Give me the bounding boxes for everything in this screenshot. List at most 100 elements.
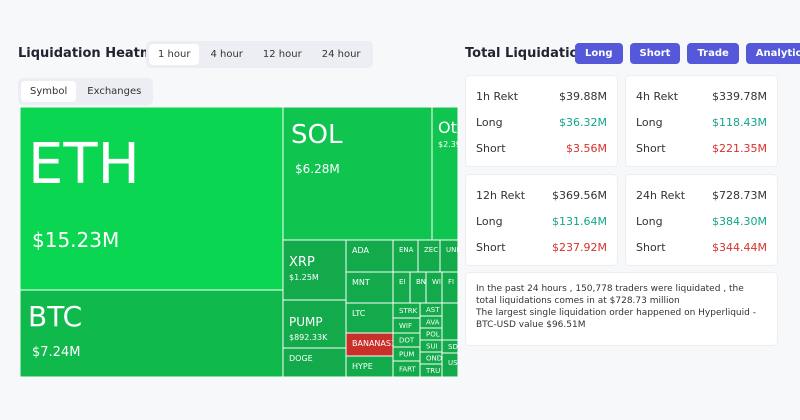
- tile-bg: [420, 328, 442, 340]
- tile[interactable]: AST: [420, 303, 442, 316]
- row-label: Long: [636, 215, 663, 228]
- tile[interactable]: US: [442, 353, 458, 377]
- tile[interactable]: TRU: [420, 364, 442, 377]
- tile-bg: [442, 353, 458, 377]
- card-row: 1h Rekt $39.88M: [476, 90, 607, 103]
- row-value: $369.56M: [552, 189, 607, 202]
- row-label: 12h Rekt: [476, 189, 526, 202]
- tile[interactable]: XRP $1.25M: [283, 240, 346, 300]
- tile-symbol: DOGE: [289, 354, 313, 363]
- tile[interactable]: BTC $7.24M: [20, 290, 283, 377]
- tile-bg: [410, 272, 426, 303]
- row-value: $131.64M: [552, 215, 607, 228]
- tile[interactable]: STRK: [393, 303, 420, 318]
- row-value: $384.30M: [712, 215, 767, 228]
- tile-symbol: OND: [426, 355, 442, 363]
- tile-symbol: US: [448, 359, 458, 367]
- tile[interactable]: ADA: [346, 240, 393, 272]
- tile[interactable]: ENA: [393, 240, 418, 272]
- tile[interactable]: UNI: [440, 240, 458, 272]
- view-tab[interactable]: Exchanges: [87, 86, 142, 97]
- tile[interactable]: LTC: [346, 303, 393, 333]
- row-label: 4h Rekt: [636, 90, 679, 103]
- row-label: Short: [476, 142, 506, 155]
- tile[interactable]: AVA: [420, 316, 442, 328]
- tile-symbol: TRU: [425, 367, 440, 375]
- tile[interactable]: HYPE: [346, 356, 393, 377]
- tile[interactable]: BANANAS3: [346, 333, 396, 356]
- tile[interactable]: OND: [420, 352, 442, 364]
- tile[interactable]: ZEC: [418, 240, 440, 272]
- tile[interactable]: SUI: [420, 340, 442, 352]
- tile-symbol: EI: [399, 278, 406, 286]
- time-tab[interactable]: 12 hour: [262, 49, 302, 60]
- tile[interactable]: SOL $6.28M: [283, 107, 432, 240]
- row-label: Short: [636, 142, 666, 155]
- tile-symbol: SUI: [426, 343, 438, 351]
- tile-bg: [393, 303, 420, 318]
- action-button[interactable]: Short: [629, 43, 681, 64]
- tile[interactable]: EI: [393, 272, 410, 303]
- tile-bg: [346, 356, 393, 377]
- tile[interactable]: POL: [420, 328, 442, 340]
- totals-title: Total Liquidations: [465, 46, 596, 61]
- tile-amount: $15.23M: [32, 228, 119, 252]
- action-button[interactable]: Analytics: [745, 43, 800, 64]
- tile[interactable]: PUMP $892.33K: [283, 300, 346, 348]
- row-value: $36.32M: [559, 116, 607, 129]
- tile-symbol: SOL: [291, 120, 343, 150]
- tile[interactable]: FART: [393, 361, 420, 377]
- treemap: ETH $15.23M BTC $7.24M SOL $6.28M Ot $2.39 XRP $1…: [20, 107, 458, 377]
- tile-bg: [420, 340, 442, 352]
- tile-symbol: ADA: [352, 246, 369, 255]
- row-value: $728.73M: [712, 189, 767, 202]
- tile[interactable]: WIF: [393, 318, 420, 333]
- summary-line: The largest single liquidation order hap…: [476, 308, 756, 330]
- tile[interactable]: SD: [442, 340, 458, 353]
- tile-symbol: AST: [426, 306, 440, 314]
- action-button[interactable]: Long: [575, 43, 623, 64]
- tile-bg: [420, 303, 442, 316]
- time-tab[interactable]: 1 hour: [149, 44, 200, 65]
- tile-amount: $1.25M: [289, 273, 319, 282]
- time-tab[interactable]: 24 hour: [321, 49, 361, 60]
- tile-bg: [426, 272, 442, 303]
- row-value: $39.88M: [559, 90, 607, 103]
- card-row: Long $36.32M: [476, 116, 607, 129]
- view-tab[interactable]: Symbol: [21, 81, 77, 102]
- tile[interactable]: WI: [426, 272, 442, 303]
- rekt-card: 12h Rekt $369.56M Long $131.64M Short $237.92…: [466, 175, 617, 265]
- card-row: Short $3.56M: [476, 142, 607, 155]
- tile-bg: [442, 340, 458, 353]
- tile[interactable]: BN: [410, 272, 426, 303]
- tile[interactable]: ETH $15.23M: [20, 107, 283, 290]
- row-value: $237.92M: [552, 241, 607, 254]
- tile-symbol: XRP: [289, 255, 315, 270]
- card-row: 12h Rekt $369.56M: [476, 189, 607, 202]
- tile: [441, 302, 458, 341]
- tile[interactable]: DOGE: [283, 348, 346, 377]
- tile-bg: [393, 272, 410, 303]
- tile[interactable]: MNT: [346, 272, 393, 303]
- action-button[interactable]: Trade: [687, 43, 739, 64]
- tile[interactable]: FI: [442, 272, 458, 303]
- tile[interactable]: DOT: [393, 333, 420, 347]
- tile-bg: [393, 361, 420, 377]
- card-row: 4h Rekt $339.78M: [636, 90, 767, 103]
- tile-amount: $7.24M: [32, 345, 80, 360]
- tile-bg: [20, 290, 283, 377]
- tile-bg: [432, 107, 458, 240]
- tile-amount: $6.28M: [295, 162, 340, 176]
- tile-bg: [393, 333, 420, 347]
- tile-amount: $2.39: [438, 140, 458, 149]
- row-label: Long: [476, 116, 503, 129]
- tile[interactable]: PUM: [393, 347, 420, 361]
- heatmap-title: Liquidation Heatmap: [18, 46, 172, 61]
- tile-symbol: PUMP: [289, 315, 323, 329]
- view-tabs: Symbol Exchanges: [18, 78, 154, 105]
- card-row: Long $131.64M: [476, 215, 607, 228]
- time-tab[interactable]: 4 hour: [210, 49, 243, 60]
- tile-bg: [346, 333, 393, 356]
- tile[interactable]: Ot $2.39: [432, 107, 458, 240]
